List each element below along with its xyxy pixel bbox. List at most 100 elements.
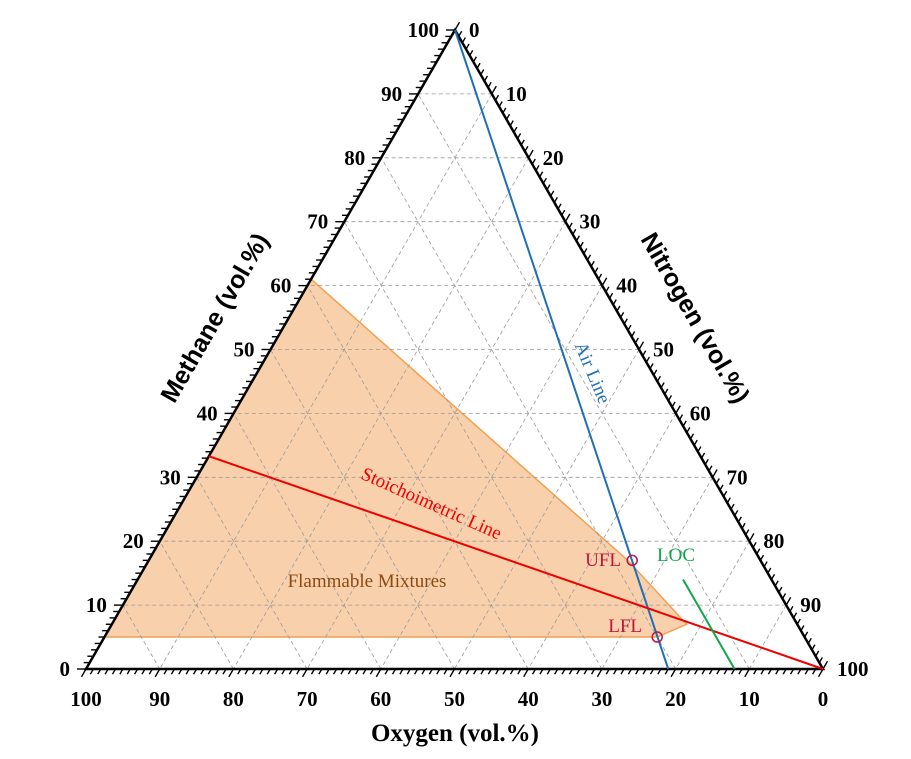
tick-mark bbox=[612, 299, 617, 306]
tick-mark bbox=[686, 668, 691, 675]
nitrogen-tick-label: 10 bbox=[506, 82, 527, 106]
tick-mark bbox=[104, 668, 109, 675]
grid-line-nitrogen bbox=[748, 604, 787, 670]
oxygen-tick-label: 60 bbox=[370, 687, 391, 711]
tick-mark bbox=[748, 533, 755, 542]
oxygen-axis-title: Oxygen (vol.%) bbox=[371, 720, 539, 747]
tick-mark bbox=[775, 668, 780, 675]
tick-mark bbox=[428, 668, 433, 675]
tick-mark bbox=[789, 668, 795, 675]
tick-mark bbox=[575, 235, 581, 242]
tick-mark bbox=[642, 350, 647, 357]
tick-mark bbox=[80, 668, 87, 678]
tick-mark bbox=[627, 668, 632, 675]
tick-mark bbox=[745, 529, 750, 536]
tick-mark bbox=[553, 196, 558, 203]
tick-mark bbox=[406, 668, 411, 675]
nitrogen-tick-label: 30 bbox=[579, 210, 600, 234]
tick-mark bbox=[796, 618, 801, 625]
tick-mark bbox=[237, 668, 242, 675]
tick-mark bbox=[266, 668, 271, 675]
tick-mark bbox=[753, 668, 758, 675]
tick-mark bbox=[550, 190, 555, 197]
tick-mark bbox=[487, 81, 492, 88]
tick-mark bbox=[509, 668, 515, 675]
tick-mark bbox=[738, 668, 743, 675]
tick-mark bbox=[480, 668, 485, 675]
tick-mark bbox=[465, 43, 470, 50]
tick-mark bbox=[491, 85, 497, 95]
tick-mark bbox=[561, 668, 566, 675]
tick-mark bbox=[141, 668, 146, 675]
methane-tick-label: 30 bbox=[160, 465, 181, 489]
tick-mark bbox=[517, 668, 522, 675]
tick-mark bbox=[605, 286, 610, 293]
tick-marks bbox=[77, 21, 829, 678]
tick-mark bbox=[642, 668, 647, 675]
tick-mark bbox=[458, 30, 463, 37]
tick-mark bbox=[154, 668, 161, 678]
tick-mark bbox=[781, 593, 787, 600]
oxygen-tick-label: 0 bbox=[818, 687, 829, 711]
tick-mark bbox=[461, 37, 466, 44]
tick-mark bbox=[635, 668, 640, 675]
tick-mark bbox=[763, 561, 768, 568]
tick-mark bbox=[539, 668, 544, 675]
tick-mark bbox=[399, 668, 404, 675]
methane-tick-label: 90 bbox=[381, 82, 402, 106]
tick-mark bbox=[792, 612, 798, 619]
tick-mark bbox=[318, 668, 323, 675]
tick-mark bbox=[572, 228, 577, 235]
oxygen-tick-label: 90 bbox=[149, 687, 170, 711]
tick-mark bbox=[815, 650, 820, 657]
tick-mark bbox=[97, 668, 102, 675]
stoichiometric-line bbox=[208, 455, 824, 670]
tick-mark bbox=[657, 668, 662, 675]
tick-mark bbox=[465, 668, 470, 675]
tick-mark bbox=[200, 668, 205, 675]
tick-mark bbox=[288, 668, 293, 675]
tick-mark bbox=[487, 668, 492, 675]
tick-mark bbox=[557, 203, 562, 210]
oxygen-tick-label: 40 bbox=[518, 687, 539, 711]
tick-mark bbox=[756, 548, 761, 555]
tick-mark bbox=[767, 567, 772, 574]
tick-mark bbox=[476, 62, 481, 69]
tick-mark bbox=[701, 668, 706, 675]
tick-mark bbox=[310, 668, 316, 675]
tick-mark bbox=[583, 248, 588, 254]
tick-mark bbox=[752, 542, 757, 548]
tick-mark bbox=[613, 668, 618, 675]
oxygen-tick-label: 70 bbox=[297, 687, 318, 711]
tick-mark bbox=[734, 510, 739, 516]
methane-tick-label: 100 bbox=[408, 18, 440, 42]
lfl-point bbox=[651, 631, 663, 643]
tick-mark bbox=[133, 668, 139, 675]
grid-line-oxygen bbox=[122, 604, 161, 670]
tick-mark bbox=[472, 56, 478, 63]
methane-tick-label: 50 bbox=[234, 338, 255, 362]
tick-mark bbox=[627, 324, 632, 331]
tick-mark bbox=[737, 516, 742, 523]
tick-mark bbox=[421, 668, 426, 675]
tick-mark bbox=[494, 94, 500, 101]
tick-mark bbox=[620, 668, 625, 675]
tick-mark bbox=[723, 490, 728, 497]
tick-mark bbox=[436, 668, 441, 675]
tick-mark bbox=[594, 267, 599, 274]
tick-mark bbox=[228, 668, 235, 678]
tick-mark bbox=[185, 668, 190, 675]
tick-mark bbox=[561, 209, 566, 216]
tick-mark bbox=[163, 668, 168, 675]
tick-mark bbox=[222, 668, 227, 675]
tick-mark bbox=[384, 668, 389, 675]
tick-mark bbox=[576, 668, 581, 675]
tick-mark bbox=[700, 452, 706, 459]
tick-mark bbox=[454, 21, 461, 31]
tick-mark bbox=[495, 668, 500, 675]
grid-line-oxygen bbox=[196, 477, 308, 670]
nitrogen-tick-label: 90 bbox=[800, 593, 821, 617]
tick-mark bbox=[697, 446, 702, 453]
tick-mark bbox=[126, 668, 131, 675]
